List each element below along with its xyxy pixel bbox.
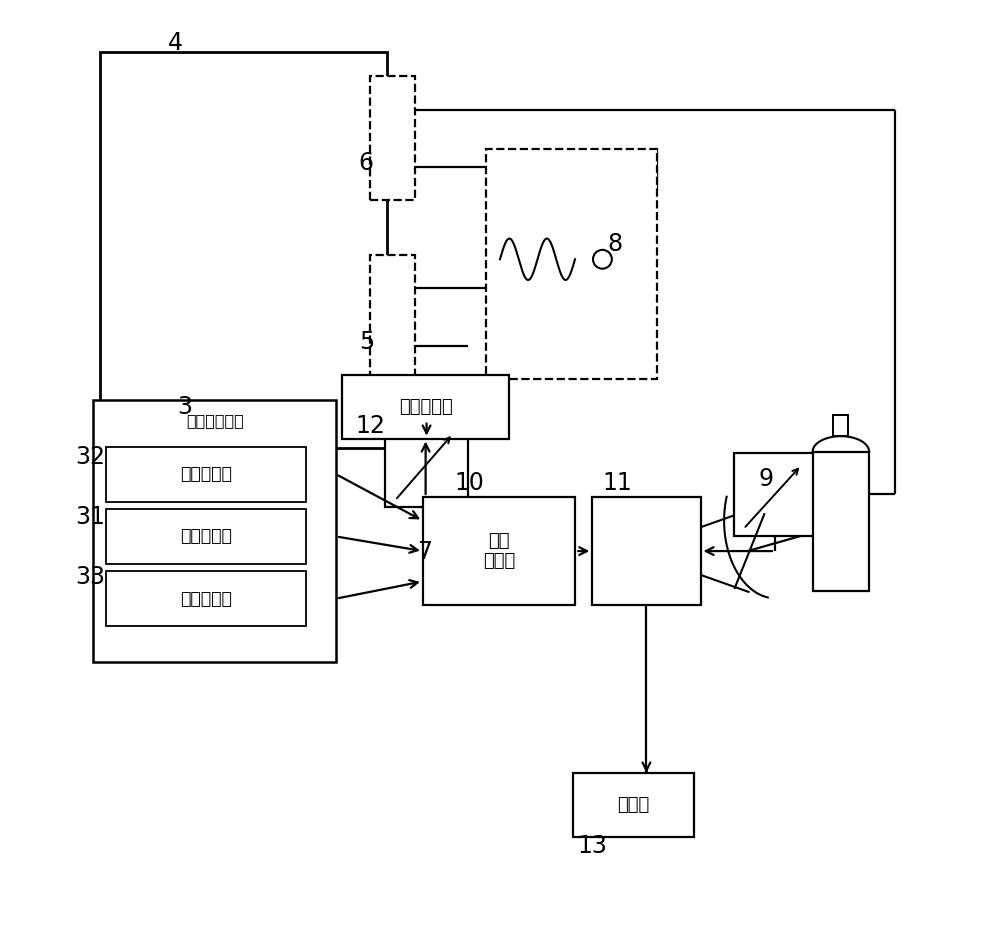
Text: 感温探测器: 感温探测器 — [180, 465, 232, 484]
Bar — [423, 497, 575, 605]
Text: 10: 10 — [455, 471, 485, 495]
Bar — [813, 452, 869, 591]
Text: 感烟探测器: 感烟探测器 — [180, 527, 232, 545]
Text: 7: 7 — [417, 539, 432, 564]
Text: 11: 11 — [603, 471, 633, 495]
Bar — [370, 76, 415, 200]
Bar — [100, 53, 387, 448]
Text: 5: 5 — [359, 329, 374, 354]
Text: 6: 6 — [359, 151, 374, 174]
Text: 9: 9 — [758, 467, 773, 491]
Bar — [106, 447, 306, 502]
Text: 12: 12 — [355, 414, 385, 438]
Text: 火焰探测器: 火焰探测器 — [180, 589, 232, 607]
Text: 33: 33 — [75, 565, 105, 589]
Bar — [370, 255, 415, 379]
Text: 微控制单元: 微控制单元 — [399, 398, 452, 416]
Bar — [592, 497, 701, 605]
Bar — [573, 773, 694, 836]
Text: 31: 31 — [75, 505, 105, 529]
Text: 中央
处理器: 中央 处理器 — [483, 532, 515, 571]
Text: 8: 8 — [607, 232, 622, 256]
Text: 13: 13 — [577, 835, 607, 858]
Bar — [385, 421, 468, 507]
Bar — [342, 374, 509, 438]
Text: 32: 32 — [75, 445, 105, 470]
Text: 报警器: 报警器 — [618, 796, 650, 814]
Bar — [93, 400, 336, 662]
Text: 火灾检测装置: 火灾检测装置 — [186, 413, 244, 428]
Bar — [833, 416, 848, 437]
Text: 4: 4 — [168, 31, 183, 55]
Text: 3: 3 — [177, 395, 192, 420]
Bar — [486, 149, 657, 379]
Bar — [106, 571, 306, 626]
Bar — [106, 509, 306, 564]
Bar — [734, 453, 816, 536]
